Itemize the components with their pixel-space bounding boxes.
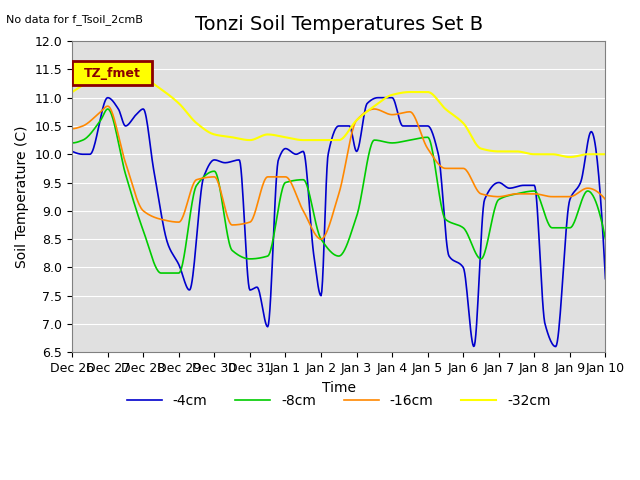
Line: -16cm: -16cm: [72, 106, 605, 239]
-4cm: [602, 276, 609, 282]
-8cm: [554, 225, 562, 231]
-4cm: [383, 95, 391, 100]
-16cm: [209, 174, 217, 180]
-4cm: [186, 287, 194, 293]
-4cm: [68, 148, 76, 154]
Line: -8cm: -8cm: [72, 109, 605, 273]
-8cm: [436, 197, 444, 203]
-32cm: [186, 113, 194, 119]
Y-axis label: Soil Temperature (C): Soil Temperature (C): [15, 125, 29, 268]
-16cm: [104, 103, 111, 109]
-32cm: [104, 67, 111, 72]
-16cm: [186, 191, 194, 197]
-8cm: [602, 236, 609, 242]
Legend: -4cm, -8cm, -16cm, -32cm: -4cm, -8cm, -16cm, -32cm: [122, 389, 556, 414]
-16cm: [317, 236, 325, 242]
-16cm: [332, 201, 340, 206]
-4cm: [436, 158, 444, 164]
X-axis label: Time: Time: [322, 381, 356, 395]
-8cm: [210, 168, 218, 174]
-4cm: [332, 127, 339, 132]
Text: No data for f_Tsoil_2cmB: No data for f_Tsoil_2cmB: [6, 13, 143, 24]
-8cm: [332, 252, 340, 258]
-32cm: [68, 89, 76, 95]
-32cm: [602, 151, 609, 157]
-16cm: [436, 163, 444, 169]
-4cm: [104, 95, 111, 100]
-8cm: [104, 106, 111, 112]
-8cm: [384, 140, 392, 145]
-32cm: [383, 94, 391, 100]
-32cm: [332, 137, 339, 143]
-32cm: [436, 99, 444, 105]
-8cm: [157, 270, 165, 276]
Text: TZ_fmet: TZ_fmet: [84, 67, 141, 80]
-16cm: [554, 194, 562, 200]
-32cm: [566, 154, 573, 160]
-16cm: [384, 111, 392, 117]
-16cm: [68, 126, 76, 132]
-32cm: [209, 131, 217, 137]
-32cm: [554, 152, 561, 158]
FancyBboxPatch shape: [72, 61, 152, 84]
-16cm: [602, 197, 609, 203]
-8cm: [68, 140, 76, 146]
Line: -32cm: -32cm: [72, 70, 605, 157]
Line: -4cm: -4cm: [72, 97, 605, 347]
-4cm: [554, 334, 562, 339]
-4cm: [209, 157, 217, 163]
-4cm: [552, 344, 559, 349]
-8cm: [187, 209, 195, 215]
Title: Tonzi Soil Temperatures Set B: Tonzi Soil Temperatures Set B: [195, 15, 483, 34]
